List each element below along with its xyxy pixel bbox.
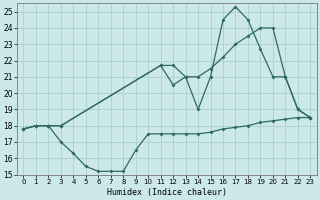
X-axis label: Humidex (Indice chaleur): Humidex (Indice chaleur) bbox=[107, 188, 227, 197]
